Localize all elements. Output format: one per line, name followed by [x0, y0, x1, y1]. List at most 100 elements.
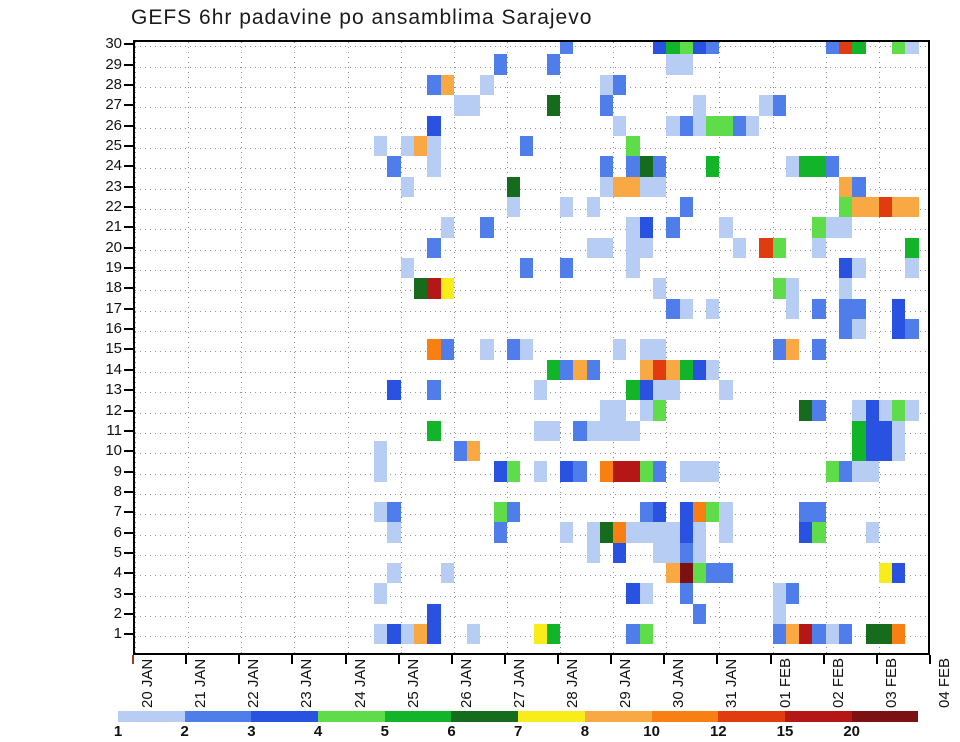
- legend-color-segment: [384, 711, 452, 722]
- heatmap-cell: [440, 74, 454, 96]
- h-gridline: [135, 46, 928, 48]
- legend-tick-label: 3: [247, 723, 256, 740]
- y-axis-label: 27: [105, 96, 122, 114]
- heatmap-cell: [626, 583, 640, 604]
- heatmap-cell: [785, 624, 800, 645]
- heatmap-cell: [692, 603, 707, 625]
- heatmap-cell: [878, 441, 893, 462]
- y-axis-label: 13: [105, 381, 122, 399]
- heatmap-cell: [626, 176, 640, 197]
- y-axis-tick: [124, 124, 133, 127]
- heatmap-cell: [692, 563, 707, 584]
- v-gridline: [719, 42, 721, 653]
- heatmap-cell: [666, 54, 680, 75]
- h-gridline: [135, 249, 928, 251]
- h-gridline: [135, 453, 928, 455]
- heatmap-cell: [453, 441, 468, 462]
- heatmap-cell: [706, 156, 720, 177]
- heatmap-cell: [692, 42, 707, 55]
- heatmap-cell: [387, 624, 401, 645]
- heatmap-cell: [599, 95, 614, 116]
- heatmap-cell: [613, 176, 627, 197]
- heatmap-cell: [852, 441, 866, 462]
- heatmap-cell: [825, 624, 839, 645]
- h-gridline: [135, 371, 928, 373]
- y-axis-tick: [124, 328, 133, 331]
- heatmap-cell: [586, 420, 600, 442]
- heatmap-cell: [560, 257, 574, 279]
- heatmap-cell: [772, 95, 786, 116]
- heatmap-cell: [679, 542, 693, 564]
- y-axis-tick: [124, 592, 133, 595]
- heatmap-cell: [878, 196, 893, 218]
- heatmap-cell: [839, 298, 853, 319]
- y-axis-label: 7: [113, 503, 122, 521]
- heatmap-cell: [719, 379, 733, 401]
- y-axis-label: 28: [105, 75, 122, 93]
- heatmap-cell: [413, 624, 428, 645]
- heatmap-cell: [653, 522, 667, 543]
- heatmap-cell: [812, 502, 826, 523]
- heatmap-cell: [759, 95, 773, 116]
- heatmap-cell: [480, 217, 494, 238]
- heatmap-cell: [427, 74, 441, 96]
- heatmap-cell: [666, 563, 680, 584]
- heatmap-cell: [626, 257, 640, 279]
- y-axis-label: 3: [113, 584, 122, 602]
- heatmap-cell: [387, 379, 401, 401]
- heatmap-cell: [892, 400, 906, 421]
- heatmap-cell: [706, 502, 720, 523]
- heatmap-cell: [653, 339, 667, 360]
- x-axis-tick: [610, 655, 613, 664]
- y-axis-tick: [124, 83, 133, 86]
- x-axis-tick: [291, 655, 294, 664]
- heatmap-cell: [905, 400, 919, 421]
- y-axis-label: 26: [105, 116, 122, 134]
- legend-tick-label: 1: [113, 723, 123, 740]
- heatmap-cell: [878, 563, 893, 584]
- heatmap-cell: [666, 542, 680, 564]
- heatmap-cell: [785, 339, 800, 360]
- heatmap-cell: [865, 522, 879, 543]
- v-gridline: [453, 42, 455, 653]
- heatmap-cell: [626, 461, 640, 482]
- y-axis-tick: [124, 287, 133, 290]
- x-axis-tick: [238, 655, 241, 664]
- heatmap-cell: [400, 257, 414, 279]
- heatmap-cell: [440, 563, 454, 584]
- heatmap-cell: [400, 624, 414, 645]
- heatmap-cell: [639, 461, 654, 482]
- heatmap-cell: [533, 461, 547, 482]
- heatmap-cell: [573, 359, 587, 380]
- y-axis-label: 20: [105, 238, 122, 256]
- y-axis-label: 22: [105, 198, 122, 216]
- h-gridline: [135, 209, 928, 211]
- heatmap-cell: [586, 359, 600, 380]
- heatmap-cell: [852, 176, 866, 197]
- heatmap-cell: [533, 624, 547, 645]
- heatmap-cell: [839, 42, 853, 55]
- heatmap-cell: [719, 563, 733, 584]
- y-axis-label: 5: [113, 543, 122, 561]
- heatmap-cell: [613, 461, 627, 482]
- x-axis-tick: [450, 655, 453, 664]
- heatmap-cell: [427, 379, 441, 401]
- h-gridline: [135, 575, 928, 577]
- heatmap-cell: [639, 156, 654, 177]
- y-axis-tick: [124, 551, 133, 554]
- heatmap-cell: [493, 461, 507, 482]
- x-axis-date-label: 03 FEB: [882, 657, 900, 708]
- heatmap-cell: [905, 196, 919, 218]
- x-axis-tick: [875, 655, 878, 664]
- heatmap-cell: [679, 42, 693, 55]
- heatmap-cell: [427, 278, 441, 299]
- h-gridline: [135, 229, 928, 231]
- x-axis-tick: [397, 655, 400, 664]
- heatmap-cell: [639, 359, 654, 380]
- v-gridline: [878, 42, 880, 653]
- heatmap-cell: [613, 522, 627, 543]
- x-axis-date-label: 28 JAN: [564, 658, 582, 708]
- heatmap-cell: [865, 624, 879, 645]
- heatmap-cell: [732, 115, 747, 136]
- heatmap-cell: [666, 42, 680, 55]
